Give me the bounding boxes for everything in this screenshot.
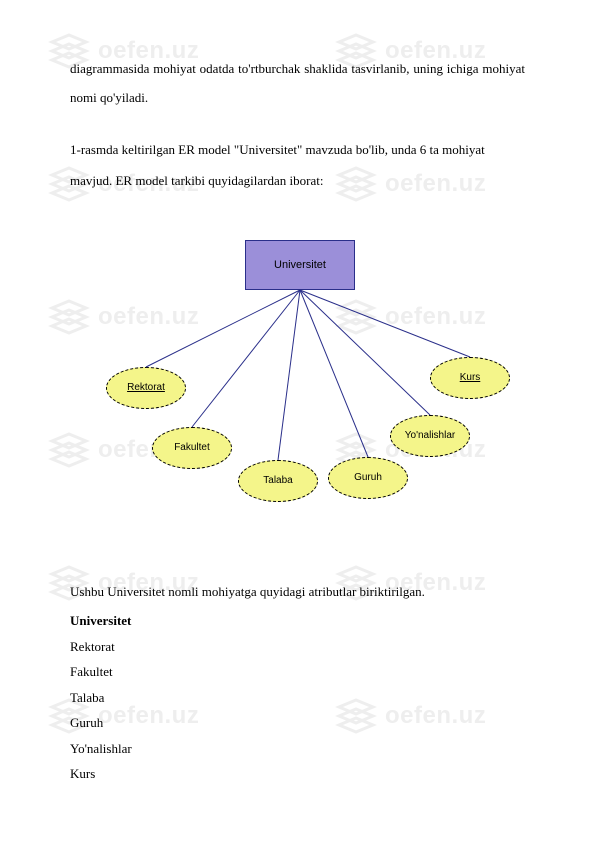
list-item: Kurs bbox=[70, 764, 525, 784]
paragraph-1: diagrammasida mohiyat odatda to'rtburcha… bbox=[70, 55, 525, 112]
er-diagram: Universitet RektoratFakultetTalabaGuruhY… bbox=[70, 232, 530, 522]
list-item: Talaba bbox=[70, 688, 525, 708]
list-item: Rektorat bbox=[70, 637, 525, 657]
diagram-edges bbox=[70, 232, 530, 522]
list-item: Yo'nalishlar bbox=[70, 739, 525, 759]
attribute-list: Universitet Rektorat Fakultet Talaba Guruh Y… bbox=[70, 611, 525, 784]
list-heading: Universitet bbox=[70, 611, 525, 631]
paragraph-2b: mavjud. ER model tarkibi quyidagilardan … bbox=[70, 171, 525, 192]
paragraph-2a: 1-rasmda keltirilgan ER model "Universit… bbox=[70, 140, 525, 161]
list-item: Fakultet bbox=[70, 662, 525, 682]
list-item: Guruh bbox=[70, 713, 525, 733]
page-content: diagrammasida mohiyat odatda to'rtburcha… bbox=[0, 0, 595, 830]
paragraph-3: Ushbu Universitet nomli mohiyatga quyida… bbox=[70, 582, 525, 602]
